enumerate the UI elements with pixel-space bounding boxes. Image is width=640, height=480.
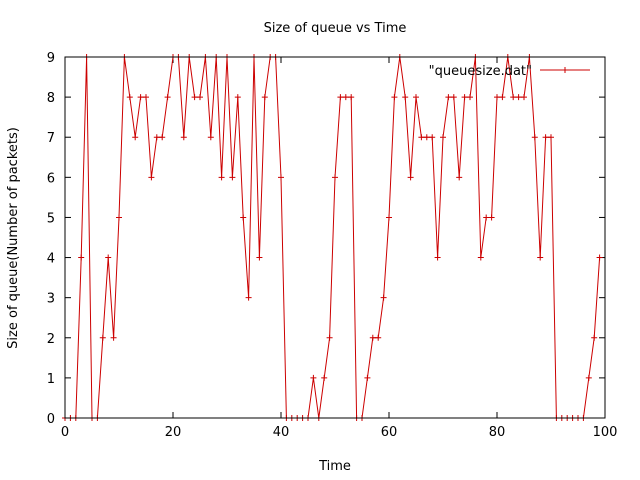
data-point	[434, 254, 441, 261]
data-point	[207, 134, 214, 141]
data-point	[342, 94, 349, 101]
data-point	[110, 334, 117, 341]
y-tick-label: 5	[47, 211, 55, 226]
data-point	[191, 94, 198, 101]
y-tick-label: 7	[47, 131, 55, 146]
data-point	[423, 134, 430, 141]
chart-title: Size of queue vs Time	[264, 21, 407, 36]
legend-marker	[562, 67, 568, 73]
data-point	[159, 134, 166, 141]
data-point	[413, 94, 419, 101]
data-point	[542, 134, 549, 141]
data-point	[261, 94, 268, 101]
series-line	[65, 56, 601, 419]
data-point	[364, 374, 371, 381]
data-point	[99, 334, 106, 341]
data-point	[132, 134, 139, 141]
data-point	[418, 134, 425, 141]
data-point	[429, 134, 436, 141]
data-point	[375, 334, 382, 341]
y-axis-label: Size of queue(Number of packets)	[6, 127, 21, 349]
data-point	[467, 94, 473, 101]
data-point	[78, 254, 85, 261]
x-axis-label: Time	[318, 459, 351, 474]
data-point	[386, 214, 392, 221]
y-tick-label: 8	[47, 91, 55, 106]
data-point	[531, 134, 538, 141]
data-point	[440, 134, 446, 141]
data-point	[218, 174, 225, 181]
data-point	[180, 134, 187, 141]
data-point	[380, 294, 387, 301]
data-point	[402, 94, 409, 101]
y-tick-label: 0	[47, 412, 55, 427]
data-point	[153, 134, 160, 141]
y-tick-label: 6	[47, 171, 55, 186]
data-point	[143, 94, 149, 101]
data-point	[148, 174, 155, 181]
data-point	[391, 94, 398, 101]
y-tick-label: 4	[47, 252, 55, 267]
y-tick-label: 3	[47, 292, 55, 307]
x-tick-label: 100	[593, 425, 618, 440]
data-point	[256, 254, 263, 261]
data-point	[229, 174, 236, 181]
x-tick-label: 40	[273, 425, 290, 440]
legend-label: "queuesize.dat"	[429, 64, 532, 79]
data-point	[456, 174, 463, 181]
plot-frame	[64, 56, 606, 419]
data-point	[337, 94, 344, 101]
x-tick-label: 80	[489, 425, 506, 440]
x-tick-label: 60	[381, 425, 398, 440]
data-point	[326, 334, 333, 341]
data-point	[116, 214, 122, 221]
data-point	[537, 254, 544, 261]
data-point	[310, 374, 317, 381]
data-point	[407, 174, 414, 181]
data-point	[515, 94, 522, 101]
y-tick-label: 2	[47, 332, 55, 347]
data-point	[321, 374, 328, 381]
plot-area	[62, 54, 603, 421]
data-point	[348, 94, 355, 101]
data-point	[461, 94, 468, 101]
data-point	[164, 94, 171, 101]
data-point	[483, 214, 490, 221]
data-point	[450, 94, 457, 101]
data-point	[126, 94, 133, 101]
data-point	[494, 94, 500, 101]
data-point	[137, 94, 144, 101]
data-point	[332, 174, 338, 181]
y-axis-ticks: 0 1 2 3 4 5 6 7 8 9	[47, 51, 605, 427]
data-point	[245, 294, 252, 301]
data-point	[477, 254, 484, 261]
y-tick-label: 9	[47, 51, 55, 66]
data-point	[369, 334, 376, 341]
data-point	[596, 254, 603, 261]
data-point	[234, 94, 241, 101]
data-point	[278, 174, 284, 181]
x-axis-ticks: 0 20 40 60 80 100	[61, 57, 618, 440]
data-point	[105, 254, 112, 261]
data-point	[488, 214, 495, 221]
data-point	[197, 94, 203, 101]
data-point	[521, 94, 527, 101]
data-point	[499, 94, 506, 101]
legend: "queuesize.dat"	[429, 64, 590, 79]
data-point	[240, 214, 247, 221]
x-tick-label: 20	[165, 425, 182, 440]
y-tick-label: 1	[47, 372, 55, 387]
data-point	[510, 94, 517, 101]
data-point	[585, 374, 592, 381]
data-point	[548, 134, 554, 141]
x-tick-label: 0	[61, 425, 69, 440]
data-point	[591, 334, 598, 341]
data-point	[445, 94, 452, 101]
